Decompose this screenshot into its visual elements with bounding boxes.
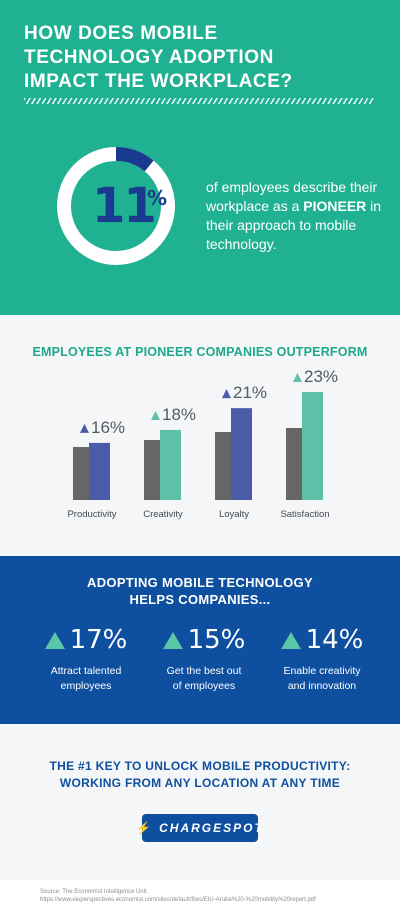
category-label-loyalty: Loyalty	[219, 509, 249, 520]
up-triangle-icon	[80, 423, 89, 433]
lightning-bolt-icon: ⚡	[136, 821, 154, 835]
data-label-productivity: 16%	[91, 418, 125, 437]
stat-label-line: Attract talented	[50, 665, 122, 677]
pioneer-section: EMPLOYEES AT PIONEER COMPANIES OUTPERFOR…	[0, 315, 400, 556]
up-triangle-icon	[162, 631, 183, 649]
title-line-2: TECHNOLOGY ADOPTION	[24, 47, 274, 68]
bar-pioneer-satisfaction	[302, 392, 323, 500]
heading-line-2: WORKING FROM ANY LOCATION AT ANY TIME	[59, 776, 341, 790]
heading-line-1: ADOPTING MOBILE TECHNOLOGY	[87, 575, 313, 590]
hatch-divider	[24, 98, 374, 104]
stat-creativity: 14% Enable creativity and innovation	[262, 625, 382, 694]
stat-label-line: of employees	[172, 680, 236, 692]
stat-label-line: employees	[60, 680, 112, 692]
stat-value: 14%	[305, 625, 364, 655]
stat-unit: %	[147, 186, 168, 210]
bar-baseline-satisfaction	[286, 428, 303, 500]
stat-label-line: Enable creativity	[283, 665, 361, 677]
section-heading: ADOPTING MOBILE TECHNOLOGY HELPS COMPANI…	[0, 574, 400, 608]
stat-label: Get the best out of employees	[144, 664, 264, 694]
percentage-ring	[57, 147, 175, 265]
source-text: Source: The Economist Intelligence Unit …	[40, 888, 380, 904]
stat-value: 11	[92, 178, 157, 234]
section-heading: EMPLOYEES AT PIONEER COMPANIES OUTPERFOR…	[32, 345, 368, 359]
bar-pioneer-productivity	[89, 442, 110, 500]
desc-bold: PIONEER	[303, 198, 367, 214]
bar-pioneer-loyalty	[231, 408, 252, 500]
bar-baseline-loyalty	[215, 432, 232, 500]
stat-value: 17%	[69, 625, 128, 655]
stat-attract: 17% Attract talented employees	[26, 625, 146, 694]
ring-fill	[57, 147, 175, 265]
up-triangle-icon	[151, 410, 160, 420]
stat-label-line: and innovation	[287, 680, 357, 692]
stat-label: Enable creativity and innovation	[262, 664, 382, 694]
data-label-creativity: 18%	[162, 405, 196, 424]
source-line: Source: The Economist Intelligence Unit	[40, 889, 147, 895]
title-line-3: IMPACT THE WORKPLACE?	[24, 71, 293, 92]
stat-description: of employees describe their workplace as…	[206, 178, 386, 254]
key-section: THE #1 KEY TO UNLOCK MOBILE PRODUCTIVITY…	[0, 724, 400, 880]
up-triangle-icon	[222, 389, 231, 399]
page-title: HOW DOES MOBILE TECHNOLOGY ADOPTION IMPA…	[24, 22, 364, 94]
hero-section: HOW DOES MOBILE TECHNOLOGY ADOPTION IMPA…	[0, 0, 400, 315]
bar-pioneer-creativity	[160, 429, 181, 500]
bar-baseline-productivity	[73, 447, 90, 500]
stat-best: 15% Get the best out of employees	[144, 625, 264, 694]
category-label-creativity: Creativity	[143, 509, 183, 520]
bar-chart: 16% Productivity 18% Creativity 21% Loyalty 23…	[67, 367, 338, 520]
stat-label-line: Get the best out	[166, 665, 242, 677]
source-footer: Source: The Economist Intelligence Unit …	[0, 880, 400, 918]
source-url[interactable]: https://www.eiuperspectives.economist.co…	[40, 897, 316, 903]
desc-before: of employees describe their workplace as…	[206, 179, 378, 214]
title-line-1: HOW DOES MOBILE	[24, 23, 218, 44]
up-triangle-icon	[44, 631, 65, 649]
logo-text: CHARGESPOT	[159, 821, 264, 835]
adopting-section: ADOPTING MOBILE TECHNOLOGY HELPS COMPANI…	[0, 556, 400, 724]
data-label-loyalty: 21%	[233, 383, 267, 402]
category-label-satisfaction: Satisfaction	[280, 509, 329, 520]
stat-value: 15%	[187, 625, 246, 655]
data-label-satisfaction: 23%	[304, 367, 338, 386]
heading-line-1: THE #1 KEY TO UNLOCK MOBILE PRODUCTIVITY…	[49, 759, 351, 773]
stat-label: Attract talented employees	[26, 664, 146, 694]
heading-line-2: HELPS COMPANIES...	[129, 592, 271, 607]
chargespot-logo[interactable]: ⚡ CHARGESPOT	[136, 814, 262, 842]
up-triangle-icon	[280, 631, 301, 649]
up-triangle-icon	[293, 373, 302, 382]
bar-baseline-creativity	[144, 440, 161, 500]
desc-after: in their approach to mobile technology.	[206, 198, 382, 252]
category-label-productivity: Productivity	[67, 509, 116, 520]
section-heading: THE #1 KEY TO UNLOCK MOBILE PRODUCTIVITY…	[0, 758, 400, 792]
